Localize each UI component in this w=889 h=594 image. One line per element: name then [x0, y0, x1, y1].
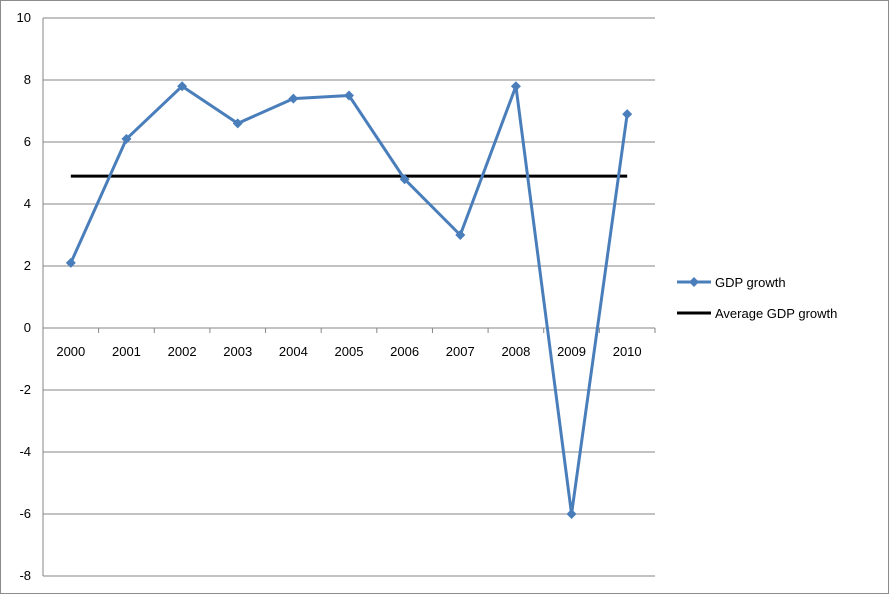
x-tick-label: 2009	[557, 344, 586, 359]
x-tick-label: 2003	[223, 344, 252, 359]
x-tick-label: 2001	[112, 344, 141, 359]
gdp-growth-point	[344, 90, 354, 101]
gdp-growth-point	[65, 257, 76, 268]
gdp-growth-point	[288, 93, 299, 104]
y-tick-label: -8	[19, 568, 31, 583]
gdp-growth-point	[121, 133, 132, 144]
y-tick-label: 10	[17, 10, 31, 25]
gdp-growth-point	[232, 118, 243, 129]
x-tick-label: 2008	[501, 344, 530, 359]
gdp-growth-point	[177, 81, 188, 92]
x-tick-label: 2007	[446, 344, 475, 359]
x-tick-label: 2000	[56, 344, 85, 359]
y-tick-label: 4	[24, 196, 31, 211]
y-tick-label: 2	[24, 258, 31, 273]
x-tick-label: 2010	[613, 344, 642, 359]
y-tick-label: 6	[24, 134, 31, 149]
gdp-growth-line	[69, 84, 629, 516]
gdp-growth-point	[455, 230, 466, 240]
y-tick-label: 0	[24, 320, 31, 335]
gdp-growth-point	[510, 81, 521, 92]
legend-gdp-growth-marker	[689, 277, 699, 287]
y-tick-label: -6	[19, 506, 31, 521]
gdp-growth-point	[399, 174, 410, 185]
x-tick-label: 2002	[168, 344, 197, 359]
x-tick-label: 2005	[335, 344, 364, 359]
x-tick-label: 2004	[279, 344, 308, 359]
y-tick-label: 8	[24, 72, 31, 87]
y-tick-label: -4	[19, 444, 31, 459]
gdp-growth-point	[622, 109, 633, 120]
x-tick-label: 2006	[390, 344, 419, 359]
legend-gdp-growth-label: GDP growth	[715, 275, 786, 290]
legend-average-gdp-growth-label: Average GDP growth	[715, 306, 837, 321]
gdp-growth-point	[566, 509, 577, 519]
y-tick-label: -2	[19, 382, 31, 397]
